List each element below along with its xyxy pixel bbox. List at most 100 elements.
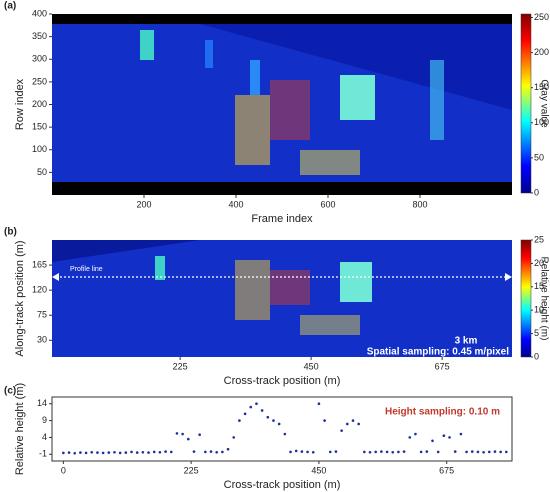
data-point: [385, 450, 389, 454]
data-point: [334, 450, 338, 453]
data-point: [300, 450, 304, 453]
y-tick-label: 350: [32, 31, 47, 41]
y-tick-label: 300: [32, 54, 47, 64]
data-point: [158, 450, 162, 454]
data-point: [323, 419, 326, 422]
data-point: [169, 450, 173, 454]
panel-label: (b): [4, 227, 17, 238]
y-tick-label: 400: [32, 8, 47, 18]
data-point: [328, 450, 332, 454]
data-point: [107, 451, 111, 454]
x-tick-label: 450: [311, 465, 326, 475]
data-point: [419, 450, 423, 454]
x-tick-label: 800: [412, 199, 427, 209]
colorbar-tick-label: 15: [534, 281, 544, 291]
y-tick-label: 150: [32, 122, 47, 132]
data-point: [380, 450, 383, 453]
data-point: [209, 450, 213, 453]
data-point: [175, 432, 179, 435]
y-axis-label: Row index: [14, 78, 26, 130]
colorbar-tick-label: 10: [534, 305, 544, 315]
data-point: [124, 451, 128, 454]
data-point: [164, 450, 167, 453]
data-point: [306, 450, 309, 454]
colorbar: [520, 13, 532, 194]
x-tick-label: 0: [61, 465, 66, 475]
x-tick-label: 600: [320, 199, 335, 209]
data-point: [493, 450, 497, 453]
data-point: [73, 451, 77, 455]
data-point: [436, 450, 440, 454]
y-tick-label: 165: [32, 259, 47, 269]
data-point: [118, 451, 122, 455]
data-point: [283, 432, 287, 436]
x-axis-label: Frame index: [251, 213, 313, 225]
colorbar-tick-label: 20: [534, 258, 544, 268]
data-point: [317, 402, 321, 406]
colorbar-tick-label: 0: [534, 187, 539, 197]
colorbar-tick-label: 200: [534, 47, 549, 57]
data-point: [192, 450, 196, 453]
data-point: [453, 450, 457, 453]
data-point: [79, 451, 82, 454]
data-point: [340, 429, 343, 432]
data-point: [135, 451, 139, 454]
data-point: [408, 436, 412, 439]
data-point: [487, 450, 491, 454]
x-axis-label: Cross-track position (m): [224, 375, 341, 387]
data-point: [289, 450, 292, 454]
colorbar-tick-label: 100: [534, 117, 549, 127]
data-point: [368, 450, 372, 454]
data-point: [141, 450, 145, 454]
data-point: [482, 450, 485, 454]
x-tick-label: 675: [439, 465, 454, 475]
data-point: [90, 450, 94, 454]
data-point: [311, 450, 315, 454]
data-point: [397, 450, 400, 454]
data-point: [226, 447, 230, 451]
data-point: [181, 432, 184, 436]
data-point: [255, 402, 258, 406]
colorbar-tick-label: 250: [534, 12, 549, 22]
colorbar-tick-label: 150: [534, 82, 549, 92]
data-point: [272, 419, 275, 422]
data-point: [459, 432, 463, 436]
data-point: [499, 450, 502, 454]
data-point: [346, 422, 349, 426]
data-point: [113, 450, 116, 454]
colorbar-tick-label: 5: [534, 328, 539, 338]
image-a: [52, 14, 512, 195]
x-tick-label: 450: [304, 361, 319, 371]
data-point: [147, 451, 150, 454]
data-point: [374, 450, 378, 454]
x-tick-label: 400: [228, 199, 243, 209]
data-point: [363, 450, 366, 454]
data-point: [249, 405, 253, 409]
data-point: [130, 450, 133, 454]
colorbar: [520, 239, 532, 358]
y-tick-label: 30: [37, 335, 47, 345]
data-point: [277, 422, 281, 426]
panel-label: (c): [4, 386, 16, 397]
data-point: [67, 451, 71, 454]
data-point: [294, 449, 298, 453]
y-tick-label: 9: [42, 415, 47, 425]
y-tick-label: 250: [32, 76, 47, 86]
x-tick-label: 225: [184, 465, 199, 475]
annotation: Height sampling: 0.10 m: [385, 407, 500, 418]
data-point: [186, 437, 190, 441]
data-point: [221, 450, 224, 454]
data-point: [476, 450, 480, 454]
data-point: [351, 419, 355, 422]
y-axis-label: Along-track position (m): [14, 240, 26, 356]
data-point: [448, 436, 451, 439]
colorbar-label: Gray value: [538, 79, 549, 128]
colorbar-label: Relative height (m): [538, 257, 549, 341]
annotation: Profile line: [70, 266, 103, 273]
x-tick-label: 225: [173, 361, 188, 371]
data-point: [391, 450, 395, 454]
y-tick-label: 14: [37, 398, 47, 408]
data-point: [152, 450, 156, 454]
